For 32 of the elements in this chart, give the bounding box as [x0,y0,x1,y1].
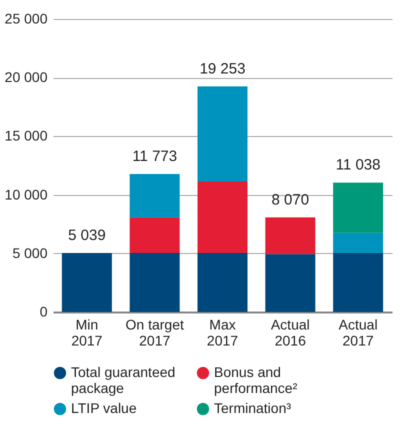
bar [198,86,248,182]
bar [62,252,112,312]
legend-label: Termination³ [214,400,292,416]
legend-label: LTIP value [71,400,137,416]
total-label: 11 773 [132,148,178,166]
x-tick-label: Actual 2017 [338,316,378,348]
bar [265,217,316,254]
x-tick-label: Min 2017 [71,316,103,348]
y-tick-label: 25 000 [4,10,48,26]
total-label: 5 039 [68,226,106,244]
bar [198,181,248,253]
bar [333,182,384,233]
total-label: 8 070 [272,191,310,208]
bar [333,232,384,253]
bar [130,217,180,253]
legend-label: Bonus and performance² [214,364,298,396]
x-tick-label: On target 2017 [126,316,184,348]
bar [130,252,180,312]
total-label: 11 038 [336,156,380,174]
legend-label: Total guaranteed package [71,364,176,396]
y-tick-label: 15 000 [4,128,48,144]
y-tick-label: 0 [40,304,48,320]
y-tick-label: 5 000 [12,244,48,261]
bar [333,252,384,312]
y-tick-label: 10 000 [4,186,48,202]
total-label: 19 253 [200,60,246,78]
bar [130,174,180,218]
x-tick-label: Max 2017 [206,316,238,348]
bar [198,252,248,312]
y-tick-label: 20 000 [4,69,48,86]
x-tick-label: Actual 2016 [270,316,310,348]
bar [265,254,316,312]
